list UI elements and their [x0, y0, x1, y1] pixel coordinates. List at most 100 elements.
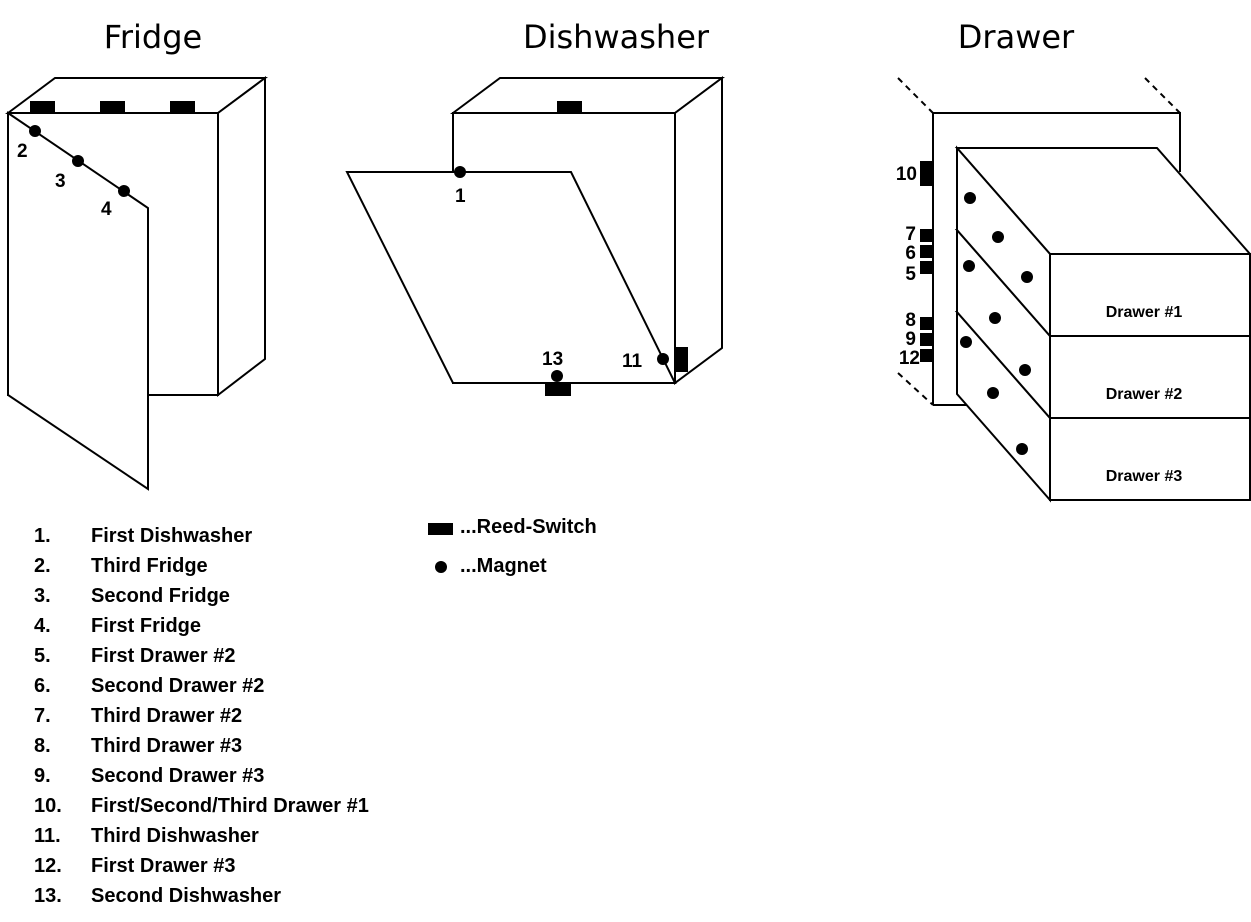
drawer-label-9: 9	[905, 329, 916, 350]
list-text: Third Drawer #3	[91, 735, 242, 757]
reed-switch-icon	[920, 261, 933, 274]
magnet-icon	[29, 125, 41, 137]
list-item: 12. First Drawer #3	[34, 855, 236, 877]
cabinet-dashed-edge	[1144, 77, 1181, 114]
magnet-icon	[551, 370, 563, 382]
list-text: Third Fridge	[91, 555, 208, 577]
magnet-icon	[960, 336, 972, 348]
list-item: 5. First Drawer #2	[34, 645, 236, 667]
cabinet-dashed-edge	[897, 77, 934, 114]
reed-switch-icon	[920, 245, 933, 258]
legend-magnet: ...Magnet	[460, 555, 547, 577]
list-number: 8.	[34, 735, 51, 757]
drawer-2-label: Drawer #2	[1106, 386, 1183, 403]
fridge-label-2: 2	[17, 141, 28, 162]
list-item: 6. Second Drawer #2	[34, 675, 264, 697]
drawer-1-label: Drawer #1	[1106, 304, 1183, 321]
list-item: 2. Third Fridge	[34, 555, 208, 577]
magnet-icon	[987, 387, 999, 399]
fridge-illustration: 2 3 4	[4, 76, 269, 491]
fridge-title: Fridge	[104, 18, 202, 56]
list-text: Second Fridge	[91, 585, 230, 607]
list-text: First/Second/Third Drawer #1	[91, 795, 369, 817]
magnet-icon	[989, 312, 1001, 324]
list-number: 9.	[34, 765, 51, 787]
reed-switch-icon	[920, 349, 933, 362]
magnet-icon	[72, 155, 84, 167]
list-item: 8. Third Drawer #3	[34, 735, 242, 757]
magnet-icon	[657, 353, 669, 365]
legend-reed-switch: ...Reed-Switch	[460, 516, 597, 538]
drawer-label-6: 6	[905, 243, 916, 264]
list-text: First Dishwasher	[91, 525, 252, 547]
drawer-3-label: Drawer #3	[1106, 468, 1183, 485]
list-number: 6.	[34, 675, 51, 697]
list-item: 10. First/Second/Third Drawer #1	[34, 795, 369, 817]
reed-switch-icon	[557, 101, 582, 113]
dishwasher-door	[345, 171, 677, 384]
magnet-icon	[1019, 364, 1031, 376]
list-text: First Drawer #3	[91, 855, 236, 877]
magnet-icon	[1016, 443, 1028, 455]
list-item: 3. Second Fridge	[34, 585, 230, 607]
dishwasher-illustration: 1 13 11	[345, 76, 726, 396]
reed-switch-icon	[100, 101, 125, 113]
drawer-title: Drawer	[958, 18, 1075, 56]
list-text: Second Drawer #2	[91, 675, 264, 697]
reed-switch-icon	[920, 161, 933, 186]
reed-switch-icon	[920, 317, 933, 330]
cabinet-dashed-edge	[897, 372, 934, 406]
fridge-label-4: 4	[101, 199, 112, 220]
reed-switch-icon	[30, 101, 55, 113]
list-number: 12.	[34, 855, 62, 877]
list-text: Third Drawer #2	[91, 705, 242, 727]
dishwasher-title: Dishwasher	[523, 18, 710, 56]
reed-switch-icon	[545, 383, 571, 396]
fridge-door	[7, 111, 149, 491]
dishwasher-label-11: 11	[622, 351, 643, 372]
fridge-right-face	[217, 76, 266, 398]
drawer-label-7: 7	[905, 224, 916, 245]
magnet-icon	[964, 192, 976, 204]
list-number: 11.	[34, 825, 61, 847]
drawer-2-front	[1049, 335, 1251, 419]
drawer-illustration: Drawer #3 Drawer #2 Drawer #1 10 7 6	[896, 77, 1251, 503]
list-text: Third Dishwasher	[91, 825, 259, 847]
drawer-1-front	[1049, 253, 1251, 337]
list-item: 9. Second Drawer #3	[34, 765, 264, 787]
dishwasher-right-face	[674, 76, 723, 385]
list-item: 4. First Fridge	[34, 615, 201, 637]
list-number: 1.	[34, 525, 51, 547]
dishwasher-label-13: 13	[542, 349, 563, 370]
dishwasher-label-1: 1	[455, 186, 466, 207]
list-item: 1. First Dishwasher	[34, 525, 252, 547]
list-number: 3.	[34, 585, 51, 607]
list-number: 7.	[34, 705, 51, 727]
magnet-icon	[992, 231, 1004, 243]
drawer-label-8: 8	[905, 310, 916, 331]
list-text: First Drawer #2	[91, 645, 236, 667]
fridge-label-3: 3	[55, 171, 66, 192]
reed-switch-icon	[428, 523, 453, 535]
list-item: 13. Second Dishwasher	[34, 885, 281, 907]
list-number: 4.	[34, 615, 51, 637]
list-item: 11. Third Dishwasher	[34, 825, 259, 847]
list-item: 7. Third Drawer #2	[34, 705, 242, 727]
list-text: Second Drawer #3	[91, 765, 264, 787]
magnet-icon	[118, 185, 130, 197]
reed-switch-icon	[170, 101, 195, 113]
list-number: 5.	[34, 645, 51, 667]
magnet-icon	[1021, 271, 1033, 283]
list-number: 10.	[34, 795, 62, 817]
list-number: 2.	[34, 555, 51, 577]
magnet-icon	[963, 260, 975, 272]
reed-switch-icon	[920, 229, 933, 242]
magnet-icon	[435, 561, 447, 573]
list-text: Second Dishwasher	[91, 885, 281, 907]
magnet-icon	[454, 166, 466, 178]
reed-switch-icon	[675, 347, 688, 372]
reed-switch-icon	[920, 333, 933, 346]
cabinet-frame	[932, 112, 1181, 405]
list-text: First Fridge	[91, 615, 201, 637]
